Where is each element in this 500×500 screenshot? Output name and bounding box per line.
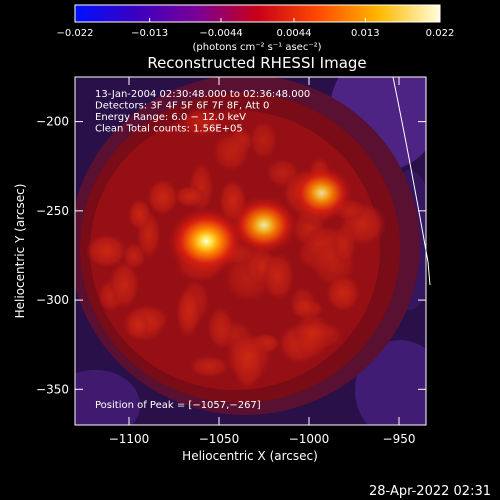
colorbar-tick-label: −0.022 bbox=[56, 28, 93, 39]
flare-source bbox=[167, 207, 246, 276]
x-axis-label: Heliocentric X (arcsec) bbox=[182, 449, 318, 463]
colorbar-tick-label: 0.022 bbox=[426, 28, 455, 39]
annotation-block: 13-Jan-2004 02:30:48.000 to 02:36:48.000… bbox=[95, 89, 310, 135]
peak-position-label: Position of Peak = [−1057,−267] bbox=[95, 400, 261, 411]
image-area bbox=[75, 77, 426, 425]
y-axis: −200 −250 −300 −350 bbox=[36, 115, 426, 396]
x-tick-label: −950 bbox=[383, 432, 416, 446]
x-tick-label: −1000 bbox=[289, 432, 330, 446]
render-timestamp: 28-Apr-2022 02:31 bbox=[369, 484, 491, 499]
y-tick-label: −200 bbox=[36, 115, 69, 129]
y-tick-label: −300 bbox=[36, 293, 69, 307]
x-tick-label: −1050 bbox=[199, 432, 240, 446]
plot-frame bbox=[74, 76, 427, 426]
chart-title: Reconstructed RHESSI Image bbox=[147, 54, 366, 72]
colorbar-ticks: −0.022 −0.013 −0.0044 0.0044 0.013 0.022 bbox=[56, 18, 454, 39]
colorbar-tick-label: 0.0044 bbox=[277, 28, 312, 39]
flare-source bbox=[229, 195, 299, 255]
colorbar-tick-label: −0.013 bbox=[131, 28, 168, 39]
y-tick-label: −350 bbox=[36, 382, 69, 396]
x-tick-label: −1100 bbox=[109, 432, 150, 446]
annotation-line: Clean Total counts: 1.56E+05 bbox=[95, 124, 243, 135]
colorbar-label: (photons cm⁻² s⁻¹ asec⁻²) bbox=[192, 42, 321, 53]
x-axis: −1100 −1050 −1000 −950 bbox=[109, 77, 416, 446]
annotation-line: Energy Range: 6.0 − 12.0 keV bbox=[95, 112, 246, 123]
y-tick-label: −250 bbox=[36, 204, 69, 218]
colorbar bbox=[74, 4, 441, 23]
annotation-line: Detectors: 3F 4F 5F 6F 7F 8F, Att 0 bbox=[95, 101, 269, 112]
colorbar-tick-label: 0.013 bbox=[351, 28, 380, 39]
flare-source bbox=[290, 165, 354, 221]
flare-sources bbox=[167, 165, 354, 276]
colorbar-tick-label: −0.0044 bbox=[199, 28, 242, 39]
annotation-line: 13-Jan-2004 02:30:48.000 to 02:36:48.000 bbox=[95, 89, 310, 100]
y-axis-label: Heliocentric Y (arcsec) bbox=[13, 184, 27, 319]
